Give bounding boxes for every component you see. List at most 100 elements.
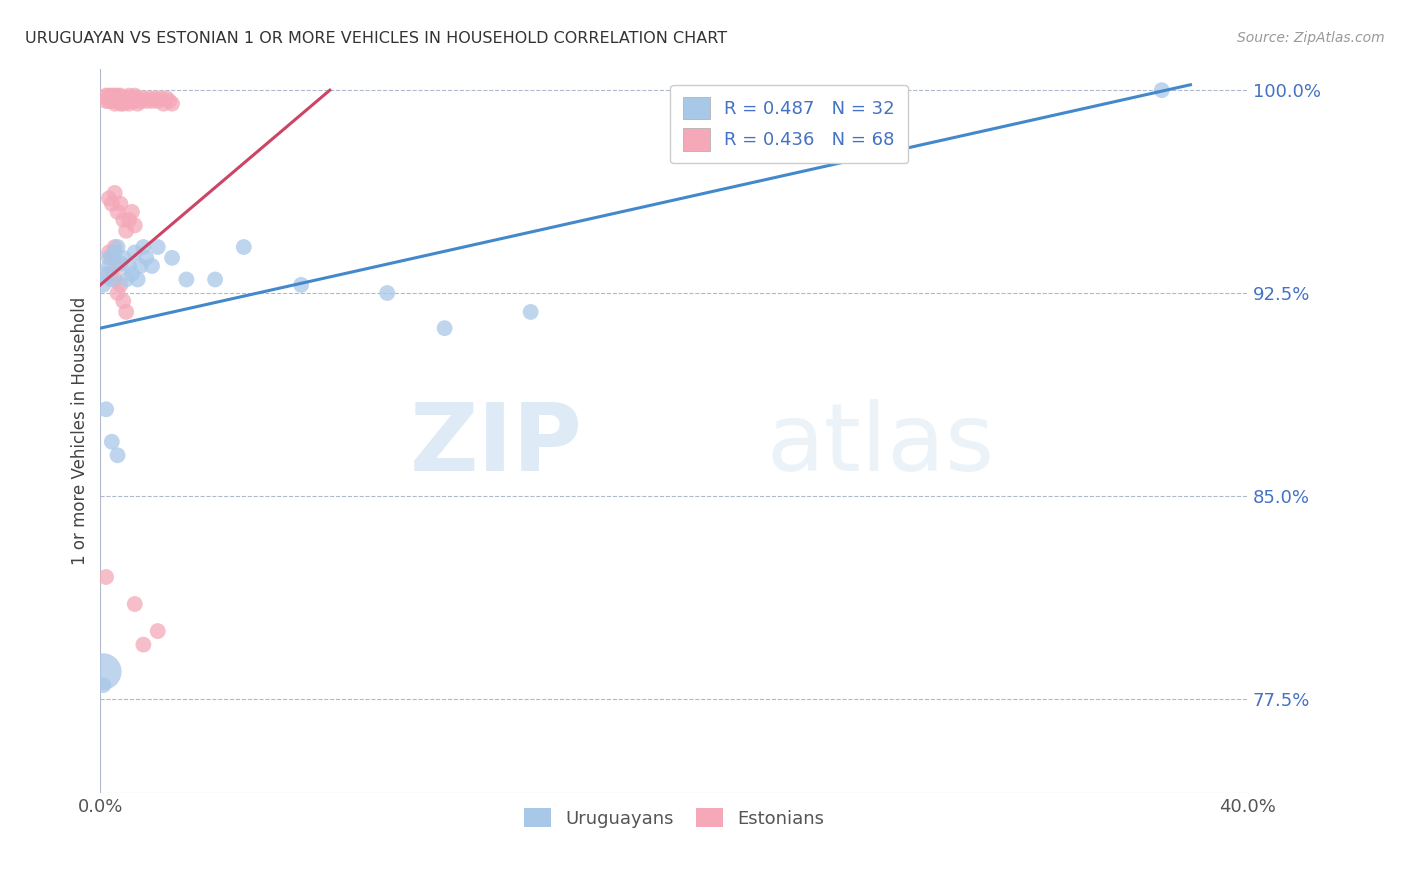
Point <box>104 272 127 286</box>
Point <box>121 205 143 219</box>
Point <box>101 88 124 103</box>
Point <box>127 96 149 111</box>
Point <box>104 245 127 260</box>
Point <box>124 597 146 611</box>
Text: atlas: atlas <box>766 400 994 491</box>
Point <box>115 305 138 319</box>
Point <box>94 570 117 584</box>
Point <box>97 245 120 260</box>
Point <box>124 94 146 108</box>
Point <box>118 213 141 227</box>
Point <box>107 88 129 103</box>
Point <box>101 94 124 108</box>
Point <box>94 402 117 417</box>
Point <box>112 91 135 105</box>
Point <box>112 251 135 265</box>
Point <box>101 91 124 105</box>
Point <box>135 251 157 265</box>
Point <box>146 624 169 638</box>
Point <box>97 267 120 281</box>
Text: ZIP: ZIP <box>409 400 582 491</box>
Point <box>115 91 138 105</box>
Point <box>94 94 117 108</box>
Text: URUGUAYAN VS ESTONIAN 1 OR MORE VEHICLES IN HOUSEHOLD CORRELATION CHART: URUGUAYAN VS ESTONIAN 1 OR MORE VEHICLES… <box>25 31 727 46</box>
Point <box>97 251 120 265</box>
Point <box>519 305 541 319</box>
Point <box>104 186 127 200</box>
Point <box>132 91 155 105</box>
Point <box>232 240 254 254</box>
Point <box>107 259 129 273</box>
Point <box>127 272 149 286</box>
Point <box>135 94 157 108</box>
Point <box>101 251 124 265</box>
Point <box>129 259 152 273</box>
Point <box>104 240 127 254</box>
Point <box>110 91 132 105</box>
Point <box>104 88 127 103</box>
Point <box>101 251 124 265</box>
Point <box>115 224 138 238</box>
Point <box>127 91 149 105</box>
Point <box>121 91 143 105</box>
Point <box>97 191 120 205</box>
Point <box>104 96 127 111</box>
Point <box>107 240 129 254</box>
Point <box>146 94 169 108</box>
Point <box>112 94 135 108</box>
Point <box>110 196 132 211</box>
Point <box>110 88 132 103</box>
Point <box>101 434 124 449</box>
Point <box>143 91 166 105</box>
Point <box>290 277 312 292</box>
Point <box>121 94 143 108</box>
Point <box>176 272 198 286</box>
Point <box>204 272 226 286</box>
Point <box>132 240 155 254</box>
Point <box>115 272 138 286</box>
Point <box>97 91 120 105</box>
Point <box>97 94 120 108</box>
Point <box>146 240 169 254</box>
Point <box>107 94 129 108</box>
Point <box>101 272 124 286</box>
Point <box>1150 83 1173 97</box>
Point <box>97 259 120 273</box>
Point <box>91 678 114 692</box>
Point <box>118 88 141 103</box>
Point <box>115 94 138 108</box>
Legend: Uruguayans, Estonians: Uruguayans, Estonians <box>517 801 831 835</box>
Point <box>91 277 114 292</box>
Point <box>160 251 183 265</box>
Y-axis label: 1 or more Vehicles in Household: 1 or more Vehicles in Household <box>72 297 89 565</box>
Point <box>129 94 152 108</box>
Point <box>94 267 117 281</box>
Point <box>160 96 183 111</box>
Point <box>110 277 132 292</box>
Point <box>91 665 114 679</box>
Point <box>97 88 120 103</box>
Point <box>94 88 117 103</box>
Point <box>112 294 135 309</box>
Point <box>124 245 146 260</box>
Point <box>155 91 177 105</box>
Point <box>101 196 124 211</box>
Point <box>132 638 155 652</box>
Point <box>138 91 160 105</box>
Point <box>107 285 129 300</box>
Point <box>104 91 127 105</box>
Point <box>118 96 141 111</box>
Point <box>433 321 456 335</box>
Text: Source: ZipAtlas.com: Source: ZipAtlas.com <box>1237 31 1385 45</box>
Point <box>107 448 129 462</box>
Point <box>110 96 132 111</box>
Point <box>118 94 141 108</box>
Point <box>107 205 129 219</box>
Point <box>375 285 398 300</box>
Point <box>124 219 146 233</box>
Point <box>121 267 143 281</box>
Point <box>141 259 163 273</box>
Point <box>149 91 172 105</box>
Point <box>107 91 129 105</box>
Point <box>112 96 135 111</box>
